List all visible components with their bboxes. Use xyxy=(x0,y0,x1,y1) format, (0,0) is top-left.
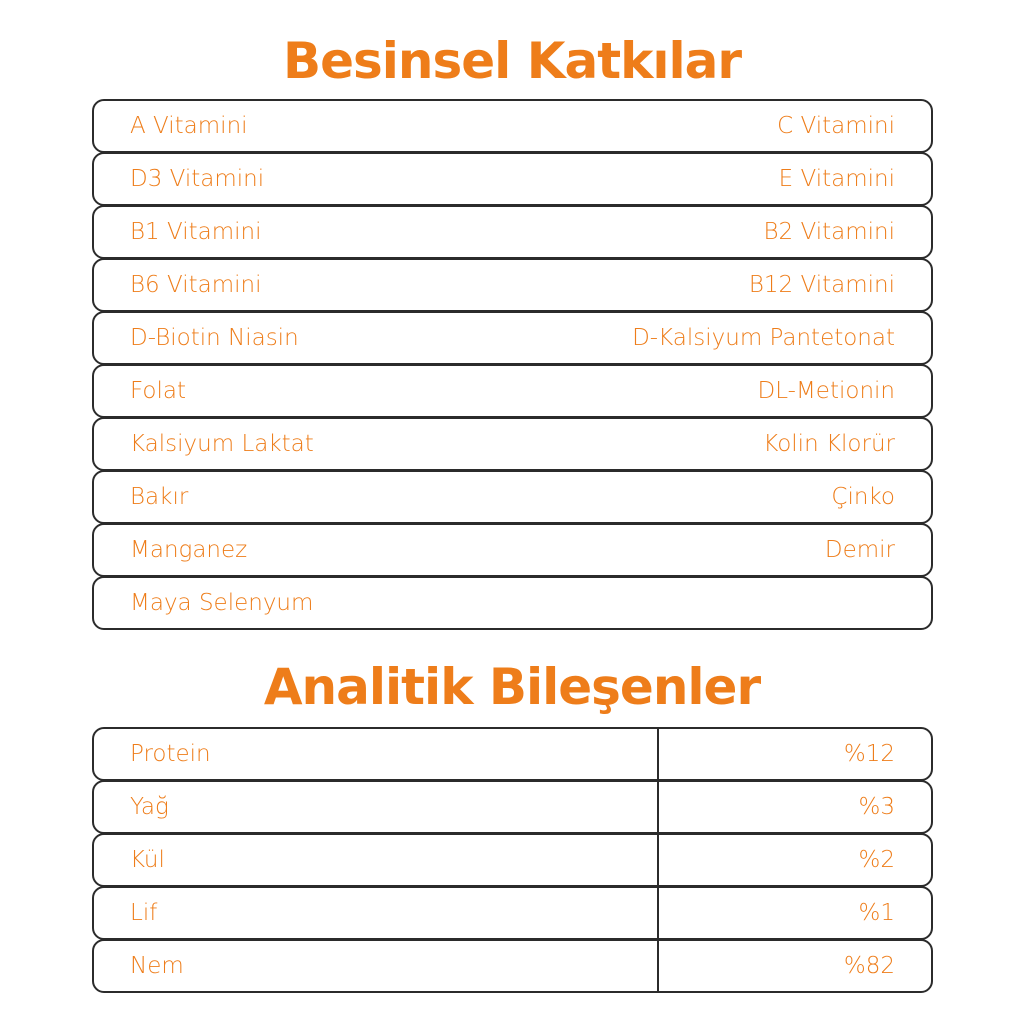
column-divider xyxy=(657,886,659,940)
table-row: Manganez Demir xyxy=(92,523,933,577)
component-value: %82 xyxy=(843,953,895,979)
cell-right: Çinko xyxy=(831,484,895,510)
table-row: Folat DL-Metionin xyxy=(92,364,933,418)
table-row: Yağ %3 xyxy=(92,780,933,834)
component-value: %3 xyxy=(858,794,896,820)
cell-left: B1 Vitamini xyxy=(130,219,262,245)
cell-right: Demir xyxy=(824,537,895,563)
table-row: Protein %12 xyxy=(92,727,933,781)
table-row: D-Biotin Niasin D-Kalsiyum Pantetonat xyxy=(92,311,933,365)
column-divider xyxy=(657,780,659,834)
cell-left: Manganez xyxy=(130,537,248,563)
cell-left: Kalsiyum Laktat xyxy=(130,431,314,457)
column-divider xyxy=(657,833,659,887)
cell-right: B2 Vitamini xyxy=(763,219,896,245)
table-row: B1 Vitamini B2 Vitamini xyxy=(92,205,933,259)
cell-right: E Vitamini xyxy=(778,166,895,192)
component-value: %12 xyxy=(843,741,895,767)
cell-right: DL-Metionin xyxy=(757,378,895,404)
table-row: Maya Selenyum xyxy=(92,576,933,630)
table-row: A Vitamini C Vitamini xyxy=(92,99,933,153)
cell-right: Kolin Klorür xyxy=(763,431,895,457)
analytics-table: Protein %12 Yağ %3 Kül %2 Lif %1 Nem %82 xyxy=(92,727,933,993)
additives-table: A Vitamini C Vitamini D3 Vitamini E Vitami… xyxy=(92,99,933,630)
table-row: Kalsiyum Laktat Kolin Klorür xyxy=(92,417,933,471)
column-divider xyxy=(657,727,659,781)
column-divider xyxy=(657,939,659,993)
cell-left: Folat xyxy=(130,378,186,404)
component-name: Kül xyxy=(130,847,165,873)
cell-left: D-Biotin Niasin xyxy=(130,325,299,351)
component-name: Yağ xyxy=(130,794,169,820)
component-value: %1 xyxy=(858,900,896,926)
cell-left: A Vitamini xyxy=(130,113,248,139)
component-name: Lif xyxy=(130,900,158,926)
table-row: Lif %1 xyxy=(92,886,933,940)
cell-right: C Vitamini xyxy=(777,113,895,139)
table-row: Bakır Çinko xyxy=(92,470,933,524)
table-row: Nem %82 xyxy=(92,939,933,993)
cell-left: Maya Selenyum xyxy=(130,590,314,616)
analytics-title: Analitik Bileşenler xyxy=(263,658,761,716)
table-row: Kül %2 xyxy=(92,833,933,887)
cell-right: D-Kalsiyum Pantetonat xyxy=(632,325,895,351)
table-row: D3 Vitamini E Vitamini xyxy=(92,152,933,206)
cell-left: D3 Vitamini xyxy=(130,166,265,192)
table-row: B6 Vitamini B12 Vitamini xyxy=(92,258,933,312)
component-name: Protein xyxy=(130,741,211,767)
cell-left: B6 Vitamini xyxy=(130,272,262,298)
component-name: Nem xyxy=(130,953,184,979)
cell-right: B12 Vitamini xyxy=(748,272,895,298)
cell-left: Bakır xyxy=(130,484,189,510)
additives-title: Besinsel Katkılar xyxy=(282,32,742,90)
component-value: %2 xyxy=(858,847,896,873)
